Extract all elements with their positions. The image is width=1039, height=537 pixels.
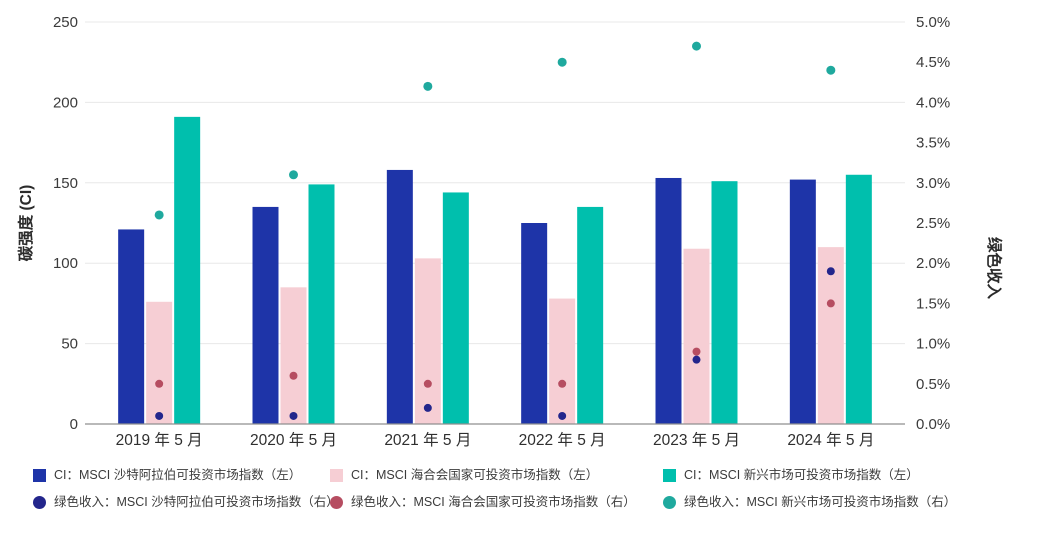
bar (683, 248, 710, 424)
right-axis-tick: 3.5% (916, 135, 950, 152)
right-axis-tick: 0.5% (916, 376, 950, 393)
legend-label-gr-saudi: 绿色收入：MSCI 沙特阿拉伯可投资市场指数（右） (54, 495, 339, 509)
x-axis-label: 2023 年 5 月 (653, 431, 740, 449)
bar (817, 247, 844, 424)
dot (423, 379, 432, 388)
legend-swatch-ci-gcc (330, 468, 343, 482)
bar (386, 169, 413, 424)
bar (442, 192, 469, 424)
left-axis-tick: 50 (61, 336, 78, 353)
legend-swatch-ci-em (663, 468, 676, 482)
legend-label-ci-saudi: CI：MSCI 沙特阿拉伯可投资市场指数（左） (54, 468, 302, 482)
dot (155, 379, 164, 388)
dot (289, 371, 298, 380)
bar (521, 223, 548, 424)
dot (155, 411, 164, 420)
bar (174, 116, 201, 424)
legend-swatch-ci-saudi (33, 468, 46, 482)
legend-label-ci-gcc: CI：MSCI 海合会国家可投资市场指数（左） (351, 468, 599, 482)
bar (577, 206, 604, 424)
x-axis-label: 2024 年 5 月 (787, 431, 874, 449)
dot (289, 411, 298, 420)
bar (308, 184, 335, 424)
dot (557, 57, 567, 67)
x-axis-label: 2019 年 5 月 (116, 431, 203, 449)
right-axis-tick: 1.5% (916, 295, 950, 312)
x-axis-label: 2021 年 5 月 (384, 431, 471, 449)
legend-label-gr-em: 绿色收入：MSCI 新兴市场可投资市场指数（右） (684, 495, 957, 509)
legend-item-gr-gcc: 绿色收入：MSCI 海合会国家可投资市场指数（右） (330, 495, 636, 509)
x-axis-label: 2022 年 5 月 (519, 431, 606, 449)
bar (280, 287, 307, 424)
legend-label-gr-gcc: 绿色收入：MSCI 海合会国家可投资市场指数（右） (351, 495, 636, 509)
dot (423, 403, 432, 412)
left-axis-title: 碳强度 (CI) (16, 185, 35, 262)
right-axis-tick: 1.0% (916, 336, 950, 353)
bar (845, 174, 872, 424)
bar (549, 298, 576, 424)
bar (118, 229, 145, 424)
right-axis-tick: 2.5% (916, 215, 950, 232)
legend-item-gr-saudi: 绿色收入：MSCI 沙特阿拉伯可投资市场指数（右） (33, 495, 339, 509)
legend-swatch-gr-em (663, 495, 676, 509)
bar (655, 177, 682, 424)
dot (692, 347, 701, 356)
right-axis-tick: 3.0% (916, 175, 950, 192)
dot (692, 41, 701, 51)
x-axis-label: 2020 年 5 月 (250, 431, 337, 449)
bar (711, 181, 738, 424)
dot (826, 267, 835, 276)
legend-item-ci-saudi: CI：MSCI 沙特阿拉伯可投资市场指数（左） (33, 468, 301, 482)
left-axis-tick: 100 (53, 255, 78, 272)
dual-axis-chart-plot: 0 50 100 150 200 250 0.0% 0.5% 1.0% 1.5% 2.0% 2.5% 3… (16, 14, 1004, 449)
legend-item-ci-em: CI：MSCI 新兴市场可投资市场指数（左） (663, 468, 919, 482)
right-axis-tick: 2.0% (916, 255, 950, 272)
dot (692, 355, 701, 364)
legend-item-ci-gcc: CI：MSCI 海合会国家可投资市场指数（左） (330, 468, 598, 482)
dot (289, 170, 298, 180)
dot (826, 65, 836, 75)
dot (558, 379, 567, 388)
bar (789, 179, 816, 424)
legend-item-gr-em: 绿色收入：MSCI 新兴市场可投资市场指数（右） (663, 495, 956, 509)
bar (414, 258, 441, 424)
right-axis-title: 绿色收入 (985, 237, 1004, 300)
bar (146, 301, 173, 424)
dot (423, 81, 433, 91)
legend-swatch-gr-gcc (330, 495, 343, 509)
left-axis-tick: 0 (70, 416, 78, 433)
dot (154, 210, 164, 220)
legend-swatch-gr-saudi (33, 495, 46, 509)
dot (826, 299, 835, 308)
right-axis-tick: 4.0% (916, 94, 950, 111)
legend-label-ci-em: CI：MSCI 新兴市场可投资市场指数（左） (684, 468, 919, 482)
left-axis-tick: 250 (53, 14, 78, 31)
right-axis-tick: 4.5% (916, 54, 950, 71)
dot (558, 411, 567, 420)
right-axis-tick: 5.0% (916, 14, 950, 31)
right-axis-tick: 0.0% (916, 416, 950, 433)
bar (252, 206, 279, 424)
left-axis-tick: 200 (53, 94, 78, 111)
left-axis-tick: 150 (53, 175, 78, 192)
